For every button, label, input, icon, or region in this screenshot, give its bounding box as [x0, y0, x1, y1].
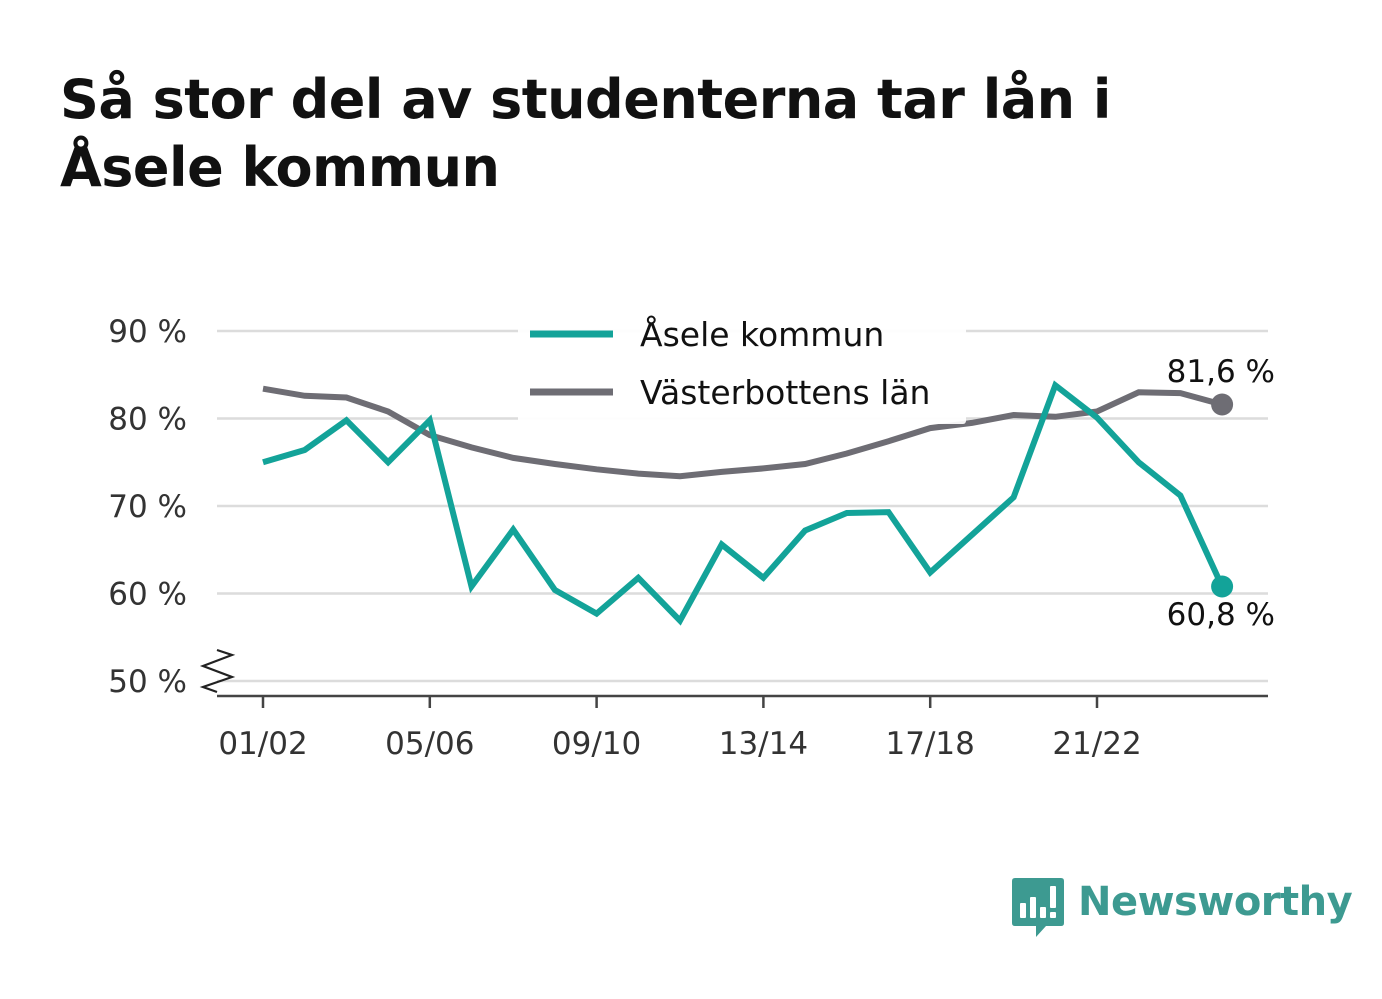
x-tick-label: 13/14: [719, 726, 808, 762]
brand-name: Newsworthy: [1078, 879, 1353, 925]
series-lines: [262, 380, 1234, 626]
axis-break-icon: [199, 648, 236, 694]
end-point-asele-kommun: [1211, 575, 1234, 598]
y-axis: 50 % 60 % 70 % 80 % 90 %: [108, 314, 236, 700]
legend-label-asele-kommun: Åsele kommun: [640, 314, 884, 354]
y-tick-label: 70 %: [108, 489, 187, 525]
series-line-asele-kommun: [262, 380, 1225, 626]
y-tick-label: 60 %: [108, 577, 187, 613]
end-labels: 81,6 % 60,8 %: [1167, 354, 1275, 633]
x-tick-label: 05/06: [385, 726, 474, 762]
end-label-vasterbottens-lan: 81,6 %: [1167, 354, 1275, 390]
legend-label-vasterbottens-lan: Västerbottens län: [640, 373, 930, 412]
end-point-vasterbottens-lan: [1211, 393, 1234, 416]
gridlines: [217, 329, 1268, 683]
x-axis: 01/02 05/06 09/10 13/14 17/18 21/22: [217, 694, 1268, 762]
x-tick-label: 17/18: [886, 726, 975, 762]
y-tick-label: 80 %: [108, 402, 187, 438]
newsworthy-logo: Newsworthy: [1012, 878, 1353, 942]
x-tick-label: 09/10: [552, 726, 641, 762]
x-tick-label: 21/22: [1052, 726, 1141, 762]
end-label-asele-kommun: 60,8 %: [1167, 597, 1275, 633]
legend-background: [518, 306, 966, 424]
x-tick-label: 01/02: [218, 726, 307, 762]
chart-title: Så stor del av studenterna tar lån i Åse…: [60, 68, 1111, 199]
y-tick-label: 50 %: [108, 664, 187, 700]
y-tick-label: 90 %: [108, 314, 187, 350]
newsworthy-chart-icon: [1012, 878, 1064, 937]
legend: Åsele kommun Västerbottens län: [518, 306, 966, 424]
